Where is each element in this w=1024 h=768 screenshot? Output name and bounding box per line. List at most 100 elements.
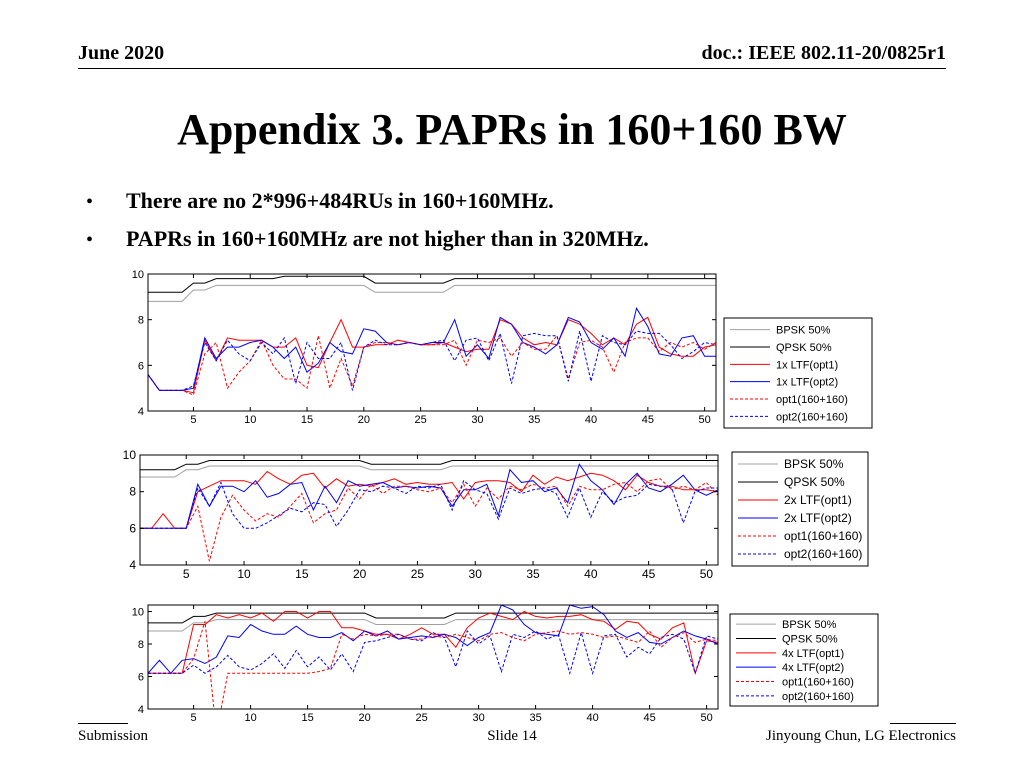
series-line (140, 463, 718, 529)
legend-label: opt1(160+160) (782, 677, 854, 689)
x-tick-label: 40 (585, 414, 597, 426)
x-tick-label: 45 (643, 712, 655, 724)
x-tick-label: 10 (244, 414, 256, 426)
x-tick-label: 20 (353, 567, 367, 581)
series-line (140, 465, 718, 478)
x-tick-label: 15 (301, 712, 313, 724)
x-tick-label: 30 (471, 414, 483, 426)
legend-box (729, 613, 879, 707)
chart-svg: 5 10 15 20 25 30 35 40 45 50 4 6 8 10 BPSK 50% QPSK 50%… (132, 269, 873, 429)
x-tick-label: 40 (586, 712, 598, 724)
x-tick-label: 5 (191, 712, 197, 724)
y-tick-label: 4 (138, 406, 144, 418)
x-tick-label: 20 (358, 712, 370, 724)
y-tick-label: 4 (129, 558, 136, 572)
legend-label: 4x LTF(opt1) (782, 648, 844, 660)
legend-label: QPSK 50% (776, 342, 832, 354)
series-line (148, 621, 718, 709)
plot-frame (147, 604, 719, 710)
series-line (148, 630, 718, 676)
papr-chart-4x-ltf: 5 10 15 20 25 30 35 40 45 50 4 6 8 10 BPSK 50% QPSK 50%… (118, 600, 886, 724)
y-tick-label: 6 (129, 521, 136, 535)
series-line (148, 330, 716, 391)
x-tick-label: 10 (237, 567, 251, 581)
series-line (148, 612, 718, 624)
series-line (148, 619, 718, 632)
x-tick-label: 5 (183, 567, 190, 581)
y-tick-label: 8 (138, 639, 144, 651)
legend-label: 2x LTF(opt2) (784, 511, 852, 525)
slide-title: Appendix 3. PAPRs in 160+160 BW (177, 105, 847, 154)
series-group (148, 605, 718, 709)
y-tick-label: 10 (132, 607, 144, 619)
bullet-text: There are no 2*996+484RUs in 160+160MHz. (126, 188, 554, 213)
x-tick-label: 40 (584, 567, 598, 581)
y-tick-label: 10 (123, 448, 137, 462)
footer-slide-number: Slide 14 (487, 728, 537, 744)
x-tick-label: 35 (526, 567, 540, 581)
series-line (140, 478, 718, 562)
legend-box (723, 317, 873, 429)
footer-rule-right (890, 723, 956, 724)
legend-label: opt1(160+160) (784, 529, 862, 543)
x-tick-label: 15 (295, 567, 309, 581)
legend-box (731, 451, 869, 567)
plot-frame (147, 273, 717, 412)
footer-submission: Submission (78, 728, 149, 744)
y-tick-label: 8 (129, 485, 136, 499)
plot-area (140, 455, 718, 565)
legend-label: 2x LTF(opt1) (784, 493, 852, 507)
series-line (148, 316, 716, 394)
x-tick-label: 30 (469, 567, 483, 581)
header-doc-id: doc.: IEEE 802.11-20/0825r1 (701, 42, 946, 64)
x-tick-label: 45 (642, 567, 656, 581)
chart-svg: 5 10 15 20 25 30 35 40 45 50 4 6 8 10 BPSK 50% QPSK 50%… (132, 604, 879, 724)
bullet-text: PAPRs in 160+160MHz are not higher than … (126, 226, 649, 251)
y-tick-label: 6 (138, 672, 144, 684)
bullet-list: • There are no 2*996+484RUs in 160+160MH… (86, 188, 649, 264)
x-tick-label: 25 (411, 567, 425, 581)
y-tick-label: 10 (132, 269, 144, 281)
footer-author: Jinyoung Chun, LG Electronics (766, 728, 956, 744)
series-line (140, 479, 718, 529)
series-line (140, 460, 718, 471)
bullet-item: • There are no 2*996+484RUs in 160+160MH… (86, 188, 649, 226)
x-tick-label: 50 (699, 414, 711, 426)
y-tick-label: 8 (138, 315, 144, 327)
series-group (140, 460, 718, 562)
series-line (148, 610, 718, 676)
series-line (148, 307, 716, 391)
x-tick-label: 35 (528, 414, 540, 426)
series-line (148, 284, 716, 302)
bullet-marker: • (86, 191, 94, 213)
legend-label: opt1(160+160) (776, 394, 848, 406)
legend-label: 1x LTF(opt1) (776, 359, 838, 371)
plot-frame (139, 454, 719, 566)
x-tick-label: 35 (529, 712, 541, 724)
chart-svg: 5 10 15 20 25 30 35 40 45 50 4 6 8 10 BPSK 50% QPSK 50%… (123, 448, 869, 581)
x-tick-label: 25 (415, 414, 427, 426)
x-tick-label: 50 (700, 712, 712, 724)
x-tick-label: 15 (301, 414, 313, 426)
papr-chart-2x-ltf: 5 10 15 20 25 30 35 40 45 50 4 6 8 10 BPSK 50% QPSK 50%… (108, 446, 872, 590)
legend-label: opt2(160+160) (784, 547, 862, 561)
header-date: June 2020 (78, 42, 165, 64)
x-tick-label: 20 (358, 414, 370, 426)
x-tick-label: 10 (244, 712, 256, 724)
header-rule (78, 68, 946, 69)
series-group (148, 275, 716, 396)
bullet-marker: • (86, 229, 94, 251)
legend-label: 4x LTF(opt2) (782, 662, 844, 674)
legend-label: QPSK 50% (784, 475, 845, 489)
x-tick-label: 25 (415, 712, 427, 724)
x-tick-label: 30 (472, 712, 484, 724)
plot-area (148, 605, 718, 709)
series-line (148, 275, 716, 293)
x-tick-label: 5 (190, 414, 196, 426)
y-tick-label: 4 (138, 704, 144, 716)
legend-label: QPSK 50% (782, 634, 838, 646)
legend-label: BPSK 50% (782, 619, 837, 631)
legend-label: 1x LTF(opt2) (776, 377, 838, 389)
x-tick-label: 50 (700, 567, 714, 581)
legend-label: BPSK 50% (784, 457, 844, 471)
